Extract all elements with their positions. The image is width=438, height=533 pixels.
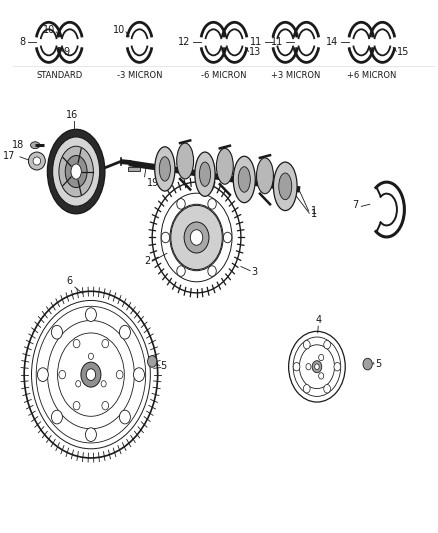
Text: 5: 5 bbox=[161, 361, 167, 370]
Ellipse shape bbox=[233, 156, 255, 203]
Text: 6: 6 bbox=[67, 276, 73, 286]
Circle shape bbox=[73, 401, 80, 410]
Text: 4: 4 bbox=[316, 315, 322, 325]
Text: 3: 3 bbox=[251, 267, 258, 277]
Circle shape bbox=[334, 362, 341, 371]
Circle shape bbox=[177, 266, 185, 276]
Circle shape bbox=[208, 199, 216, 209]
Circle shape bbox=[120, 410, 131, 424]
Ellipse shape bbox=[31, 142, 40, 149]
Text: -6 MICRON: -6 MICRON bbox=[201, 71, 247, 80]
Ellipse shape bbox=[238, 167, 251, 192]
Ellipse shape bbox=[177, 143, 194, 179]
Ellipse shape bbox=[28, 152, 45, 170]
Text: 1: 1 bbox=[311, 206, 317, 216]
Text: STANDARD: STANDARD bbox=[36, 71, 82, 80]
Text: +3 MICRON: +3 MICRON bbox=[271, 71, 321, 80]
Text: 10: 10 bbox=[43, 25, 55, 35]
Circle shape bbox=[312, 361, 322, 373]
Circle shape bbox=[148, 356, 157, 367]
Ellipse shape bbox=[279, 173, 292, 200]
Circle shape bbox=[324, 341, 331, 349]
Circle shape bbox=[363, 358, 372, 370]
Ellipse shape bbox=[71, 164, 81, 179]
Text: 7: 7 bbox=[352, 200, 358, 211]
Ellipse shape bbox=[65, 156, 87, 188]
Text: 18: 18 bbox=[12, 140, 25, 150]
Circle shape bbox=[102, 340, 109, 348]
Circle shape bbox=[184, 222, 209, 253]
Ellipse shape bbox=[199, 162, 211, 187]
Circle shape bbox=[304, 341, 310, 349]
Ellipse shape bbox=[33, 157, 41, 165]
Circle shape bbox=[171, 205, 222, 270]
Text: 13: 13 bbox=[249, 47, 261, 58]
Ellipse shape bbox=[195, 152, 215, 196]
Text: 11: 11 bbox=[271, 37, 283, 47]
Circle shape bbox=[191, 230, 203, 245]
Text: 17: 17 bbox=[4, 151, 16, 161]
Circle shape bbox=[208, 266, 216, 276]
Circle shape bbox=[76, 381, 81, 387]
Circle shape bbox=[314, 364, 319, 369]
Circle shape bbox=[51, 325, 63, 339]
Text: 11: 11 bbox=[250, 37, 262, 47]
Text: 5: 5 bbox=[375, 359, 381, 369]
Circle shape bbox=[306, 364, 311, 370]
Circle shape bbox=[101, 381, 106, 387]
Circle shape bbox=[85, 428, 96, 441]
Text: 2: 2 bbox=[145, 256, 151, 266]
Circle shape bbox=[120, 325, 131, 339]
Circle shape bbox=[319, 373, 324, 379]
Circle shape bbox=[134, 368, 145, 382]
Circle shape bbox=[116, 370, 123, 379]
Ellipse shape bbox=[47, 130, 105, 214]
Circle shape bbox=[37, 368, 48, 382]
Circle shape bbox=[81, 362, 101, 387]
Text: 8: 8 bbox=[19, 37, 25, 47]
Circle shape bbox=[177, 199, 185, 209]
Text: 15: 15 bbox=[397, 47, 410, 58]
Circle shape bbox=[293, 362, 300, 371]
Circle shape bbox=[59, 370, 66, 379]
Circle shape bbox=[86, 369, 95, 381]
Circle shape bbox=[73, 340, 80, 348]
Circle shape bbox=[85, 308, 96, 321]
Ellipse shape bbox=[273, 162, 297, 211]
Text: 12: 12 bbox=[178, 37, 190, 47]
Ellipse shape bbox=[159, 157, 170, 181]
Ellipse shape bbox=[257, 158, 273, 193]
Text: 9: 9 bbox=[64, 47, 70, 58]
Circle shape bbox=[88, 353, 93, 359]
Circle shape bbox=[51, 410, 63, 424]
Ellipse shape bbox=[53, 137, 100, 206]
Ellipse shape bbox=[59, 146, 93, 197]
FancyBboxPatch shape bbox=[128, 167, 140, 171]
Circle shape bbox=[161, 232, 170, 243]
Text: 1: 1 bbox=[311, 209, 317, 219]
Text: 16: 16 bbox=[66, 110, 78, 120]
Ellipse shape bbox=[155, 147, 175, 191]
Circle shape bbox=[223, 232, 232, 243]
Circle shape bbox=[102, 401, 109, 410]
Text: 10: 10 bbox=[113, 25, 125, 35]
Text: +6 MICRON: +6 MICRON bbox=[347, 71, 396, 80]
Text: 14: 14 bbox=[326, 37, 338, 47]
Ellipse shape bbox=[216, 148, 233, 184]
Text: 19: 19 bbox=[147, 179, 159, 189]
Circle shape bbox=[304, 384, 310, 393]
Circle shape bbox=[324, 384, 331, 393]
Circle shape bbox=[319, 354, 324, 361]
Text: -3 MICRON: -3 MICRON bbox=[117, 71, 162, 80]
